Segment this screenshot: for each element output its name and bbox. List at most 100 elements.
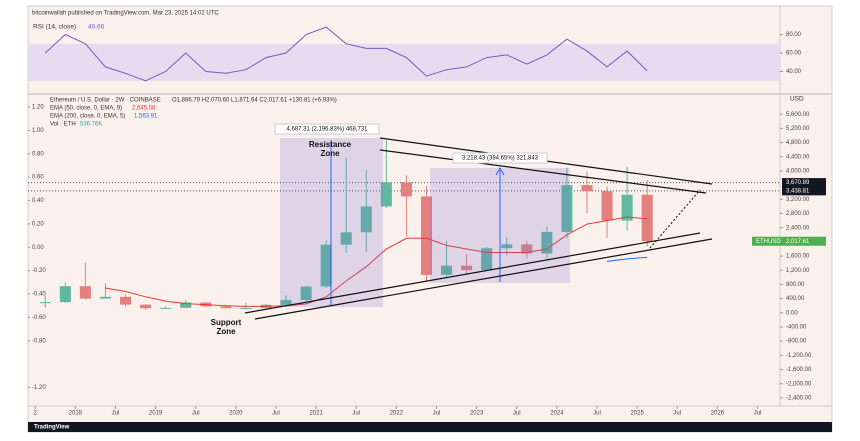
support-line [244,232,701,314]
x-tick-label: 2 [34,411,38,417]
candle-body [160,307,172,309]
annotation: Zone [216,327,236,336]
y2-tick-label: -1.20 [32,385,46,391]
candle-body [39,302,51,304]
y-tick-label: 4,000.00 [786,169,810,175]
candle-body [501,244,513,249]
y-tick-label: 4,800.00 [786,140,810,146]
x-tick-label: Jul [673,411,681,417]
x-tick-label: 2024 [550,411,564,417]
candle-body [601,191,613,221]
y2-tick-label: -0.40 [32,292,46,298]
candle-body [380,182,392,207]
x-tick-label: Jul [754,411,762,417]
measure-label: 4,687.31 (2,196.83%) 468,731 [286,127,368,133]
y-tick-label: 2,800.00 [786,211,810,217]
candle-body [180,302,192,308]
x-tick-label: Jul [272,411,280,417]
y-tick-label: 0.00 [786,310,798,316]
ema-value: 2,645.58 [132,106,156,112]
last-price-label: 2,017.61 [786,239,810,245]
y-tick-label: 40.00 [786,69,802,75]
price-label: 3,670.89 [786,180,810,186]
measure-label-box [274,123,380,135]
x-tick-label: 2020 [229,411,243,417]
y-tick-label: 1,200.00 [786,268,810,274]
y2-tick-label: -0.20 [32,268,46,274]
ema-legend: EMA (200, close, 0, EMA, 5) [50,114,125,120]
ohlc: O1,886.79 H2,070.60 L1,871.64 C2,017.61 … [172,98,337,104]
candle-body [280,300,292,305]
last-price-box [752,236,826,246]
candle-body [541,231,553,254]
candle-body [360,206,372,233]
x-tick-label: 2018 [69,411,83,417]
candle-body [561,185,573,232]
candle-body [59,286,71,303]
ema-legend: EMA (50, close, 0, EMA, 9) [50,106,122,112]
candle-body [420,196,432,275]
y2-tick-label: 0.80 [32,151,44,157]
x-tick-label: Jul [433,411,441,417]
candle-body [641,194,653,242]
candle-body [320,244,332,287]
x-tick-label: 2022 [390,411,404,417]
y2-tick-label: 0.60 [32,175,44,181]
ema-value: 1,563.91 [134,114,158,120]
y-tick-label: 400.00 [786,296,805,302]
x-tick-label: 2026 [711,411,725,417]
x-tick-label: 2023 [470,411,484,417]
plot-layer: 40.00 60.00 80.00 5,600.00 5,200.00 4,800.00 4… [28,26,826,417]
y-tick-label: 5,600.00 [786,112,810,118]
y-tick-label: -1,200.00 [786,353,812,359]
y-tick-label: 3,200.00 [786,197,810,203]
footer-bar [28,422,832,432]
last-price-symbol: ETHUSD [756,239,781,245]
y-tick-label: -2,400.00 [786,395,812,401]
x-tick-label: 2019 [149,411,163,417]
y2-tick-label: -0.80 [32,338,46,344]
publisher: bitcoinwallah published on TradingView.c… [32,11,219,17]
price-title: Ethereum / U.S. Dollar · 2W · COINBASE [50,98,161,104]
candle-body [581,185,593,192]
y-tick-label: -1,600.00 [786,367,812,373]
volume-value: 536.76K [80,122,102,128]
y-tick-label: -2,000.00 [786,381,812,387]
candle-body [79,286,91,299]
candle-body [521,244,533,254]
x-tick-label: Jul [112,411,120,417]
price-label-box [782,178,826,188]
support-line [254,238,713,320]
x-tick-label: Jul [192,411,200,417]
series-line [44,26,648,82]
y2-tick-label: 0.40 [32,198,44,204]
y-tick-label: -400.00 [786,325,807,331]
axis-unit: USD [790,96,804,103]
candle-body [400,182,412,197]
series-line [606,256,648,262]
candle-body [621,194,633,221]
y-tick-label: 4,400.00 [786,154,810,160]
series-line [105,216,648,307]
y2-tick-label: -0.60 [32,315,46,321]
x-tick-label: 2021 [309,411,323,417]
rsi-value: 40.66 [88,24,105,31]
volume-legend: Vol · ETH [50,122,76,128]
annotation: Support [211,318,242,327]
y2-tick-label: 1.00 [32,128,44,134]
price-label-box [782,186,826,196]
x-tick-label: Jul [352,411,360,417]
x-tick-label: Jul [513,411,521,417]
x-tick-label: Jul [593,411,601,417]
candle-body [340,232,352,245]
rsi-band [28,43,780,81]
projection-line [649,189,701,249]
price-label: 3,438.81 [786,188,810,194]
annotation: Zone [320,149,340,158]
y-tick-label: 5,200.00 [786,126,810,132]
y-tick-label: 2,400.00 [786,225,810,231]
measure-label: 3,218.43 (384.65%) 321,843 [462,156,539,162]
rsi-title: RSI (14, close) [33,24,76,31]
candle-body [461,265,473,271]
